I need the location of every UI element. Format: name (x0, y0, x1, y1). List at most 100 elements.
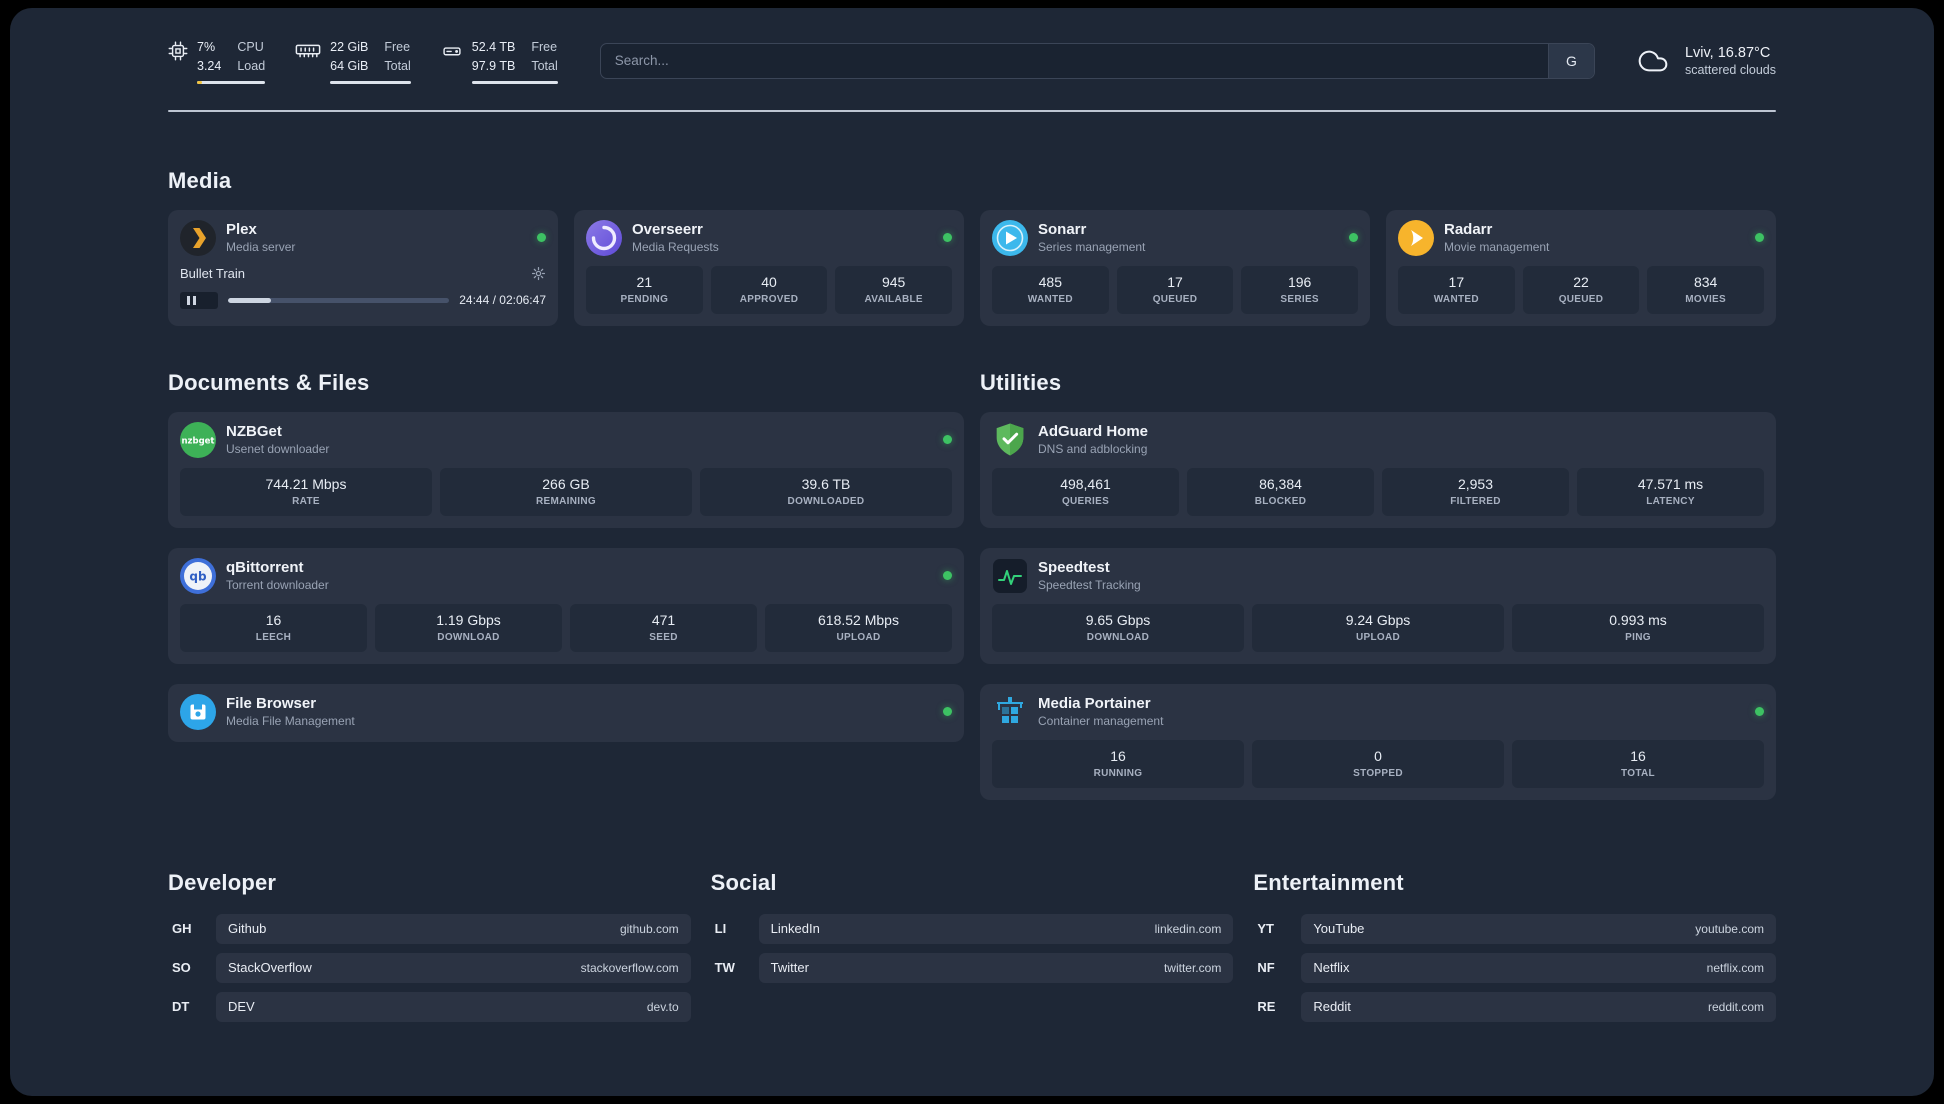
bookmark-url: youtube.com (1695, 921, 1764, 936)
stat-value: 485 (1038, 273, 1062, 290)
stat-label: WANTED (1433, 293, 1479, 305)
bookmark-url: reddit.com (1707, 999, 1764, 1014)
gear-icon[interactable] (531, 266, 546, 281)
playback-progress-fill (228, 297, 272, 303)
portainer-icon (992, 694, 1028, 730)
stat-value: 16 (265, 611, 282, 628)
now-playing-title: Bullet Train (180, 265, 246, 281)
playback-progress[interactable] (228, 297, 450, 303)
stat-tile: 22 QUEUED (1522, 265, 1640, 314)
bookmark-link-dev[interactable]: DEV dev.to (216, 991, 691, 1022)
service-name: Sonarr (1038, 221, 1087, 238)
search-engine-button[interactable]: G (1547, 43, 1594, 78)
sonarr-titles: Sonarr Series management (1038, 221, 1145, 254)
speedtest-titles: Speedtest Speedtest Tracking (1038, 559, 1141, 592)
pause-button[interactable] (180, 291, 218, 309)
speedtest-stats: 9.65 Gbps DOWNLOAD 9.24 Gbps UPLOAD 0.99… (992, 603, 1764, 652)
portainer-titles: Media Portainer Container management (1038, 695, 1163, 728)
bookmark-link-netflix[interactable]: Netflix netflix.com (1301, 952, 1776, 983)
weather-widget: Lviv, 16.87°C scattered clouds (1631, 45, 1776, 77)
disk-values: 52.4 TB 97.9 TB (472, 38, 516, 76)
section-title-developer: Developer (168, 869, 277, 895)
bookmark-abbr: LI (714, 921, 727, 936)
bookmark-github: GH Github github.com (168, 913, 691, 944)
stat-tile: 0 STOPPED (1252, 739, 1504, 788)
radarr-app-link[interactable]: Radarr Movie management (1398, 219, 1764, 256)
stat-value: 9.24 Gbps (1345, 611, 1411, 628)
cpu-labels: CPU Load (237, 38, 265, 76)
stat-value: 744.21 Mbps (265, 475, 347, 492)
cpu-stats: 7% 3.24 CPU Load (197, 38, 266, 84)
bookmark-abbr: SO (172, 960, 191, 975)
stat-label: LATENCY (1646, 495, 1695, 507)
radarr-stats: 17 WANTED 22 QUEUED 834 MOVIES (1398, 265, 1764, 314)
bookmark-abbr: GH (172, 921, 192, 936)
card-qbittorrent: qb qBittorrent Torrent downloader 16 LEE… (168, 547, 964, 664)
cpu-values: 7% 3.24 (197, 38, 221, 76)
service-name: AdGuard Home (1038, 423, 1149, 440)
sonarr-app-link[interactable]: Sonarr Series management (992, 219, 1358, 256)
bookmark-link-youtube[interactable]: YouTube youtube.com (1301, 913, 1776, 944)
stat-label: FILTERED (1450, 495, 1501, 507)
stat-tile: 498,461 QUERIES (992, 467, 1179, 516)
bookmark-link-twitter[interactable]: Twitter twitter.com (758, 952, 1234, 983)
portainer-app-link[interactable]: Media Portainer Container management (992, 694, 1764, 730)
stat-tile: 485 WANTED (992, 265, 1109, 314)
adguard-titles: AdGuard Home DNS and adblocking (1038, 423, 1148, 456)
stat-value: 0 (1374, 747, 1382, 764)
bookmark-link-linkedin[interactable]: LinkedIn linkedin.com (758, 913, 1234, 944)
stat-tile: 40 APPROVED (710, 265, 828, 314)
bookmark-name: Reddit (1313, 999, 1351, 1014)
card-sonarr: Sonarr Series management 485 WANTED 17 Q… (980, 209, 1370, 326)
search-input[interactable] (600, 43, 1548, 78)
ram-labels: Free Total (384, 38, 410, 76)
status-dot (943, 571, 952, 580)
filebrowser-titles: File Browser Media File Management (226, 695, 355, 728)
adguard-stats: 498,461 QUERIES 86,384 BLOCKED 2,953 FIL… (992, 467, 1764, 516)
status-dot (1349, 233, 1358, 242)
bookmark-url: github.com (619, 921, 679, 936)
bookmark-link-stackoverflow[interactable]: StackOverflow stackoverflow.com (216, 952, 691, 983)
status-dot (1755, 233, 1764, 242)
ram-total-value: 64 GiB (330, 58, 369, 73)
service-name: NZBGet (226, 423, 282, 440)
ram-stats: 22 GiB 64 GiB Free Total (330, 38, 411, 84)
card-radarr: Radarr Movie management 17 WANTED 22 QUE… (1386, 209, 1776, 326)
status-dot (943, 233, 952, 242)
bookmark-link-reddit[interactable]: Reddit reddit.com (1301, 991, 1776, 1022)
stat-value: 22 (1573, 273, 1589, 290)
dashboard-content: 7% 3.24 CPU Load (168, 8, 1776, 1071)
playback-time: 24:44 / 02:06:47 (459, 293, 546, 307)
cpu-percent: 7% (197, 40, 216, 54)
stat-tile: 9.65 Gbps DOWNLOAD (992, 603, 1244, 652)
weather-location: Lviv, 16.87°C (1684, 44, 1771, 61)
stat-value: 196 (1287, 273, 1312, 290)
radarr-icon (1398, 219, 1434, 256)
overseerr-app-link[interactable]: Overseerr Media Requests (586, 219, 952, 256)
qbittorrent-titles: qBittorrent Torrent downloader (226, 559, 329, 592)
bookmark-link-github[interactable]: Github github.com (216, 913, 691, 944)
stat-label: DOWNLOAD (437, 631, 500, 643)
adguard-app-link[interactable]: AdGuard Home DNS and adblocking (992, 422, 1764, 458)
ram-widget: 22 GiB 64 GiB Free Total (295, 38, 411, 84)
filebrowser-app-link[interactable]: File Browser Media File Management (180, 693, 952, 730)
stat-tile: 1.19 Gbps DOWNLOAD (375, 603, 562, 652)
stat-tile: 266 GB REMAINING (440, 467, 692, 516)
stat-label: DOWNLOAD (1086, 631, 1150, 643)
bookmark-abbr: TW (714, 960, 735, 975)
portainer-stats: 16 RUNNING 0 STOPPED 16 TOTAL (992, 739, 1764, 788)
nzbget-app-link[interactable]: nzbget NZBGet Usenet downloader (180, 421, 952, 458)
speedtest-app-link[interactable]: Speedtest Speedtest Tracking (992, 558, 1764, 594)
bookmark-name: StackOverflow (228, 960, 312, 975)
ram-rows: 22 GiB 64 GiB Free Total (330, 38, 411, 76)
stat-value: 2,953 (1457, 475, 1494, 492)
plex-app-link[interactable]: Plex Media server (180, 219, 546, 256)
stat-label: SEED (649, 631, 678, 643)
bookmark-abbr: YT (1257, 921, 1274, 936)
stat-tile: 16 TOTAL (1512, 739, 1764, 788)
media-grid: Plex Media server Bullet Train 24:44 / 0… (168, 209, 1776, 326)
qbittorrent-app-link[interactable]: qb qBittorrent Torrent downloader (180, 557, 952, 594)
service-name: Speedtest (1038, 559, 1110, 576)
stat-tile: 9.24 Gbps UPLOAD (1252, 603, 1504, 652)
card-speedtest: Speedtest Speedtest Tracking 9.65 Gbps D… (980, 547, 1776, 664)
